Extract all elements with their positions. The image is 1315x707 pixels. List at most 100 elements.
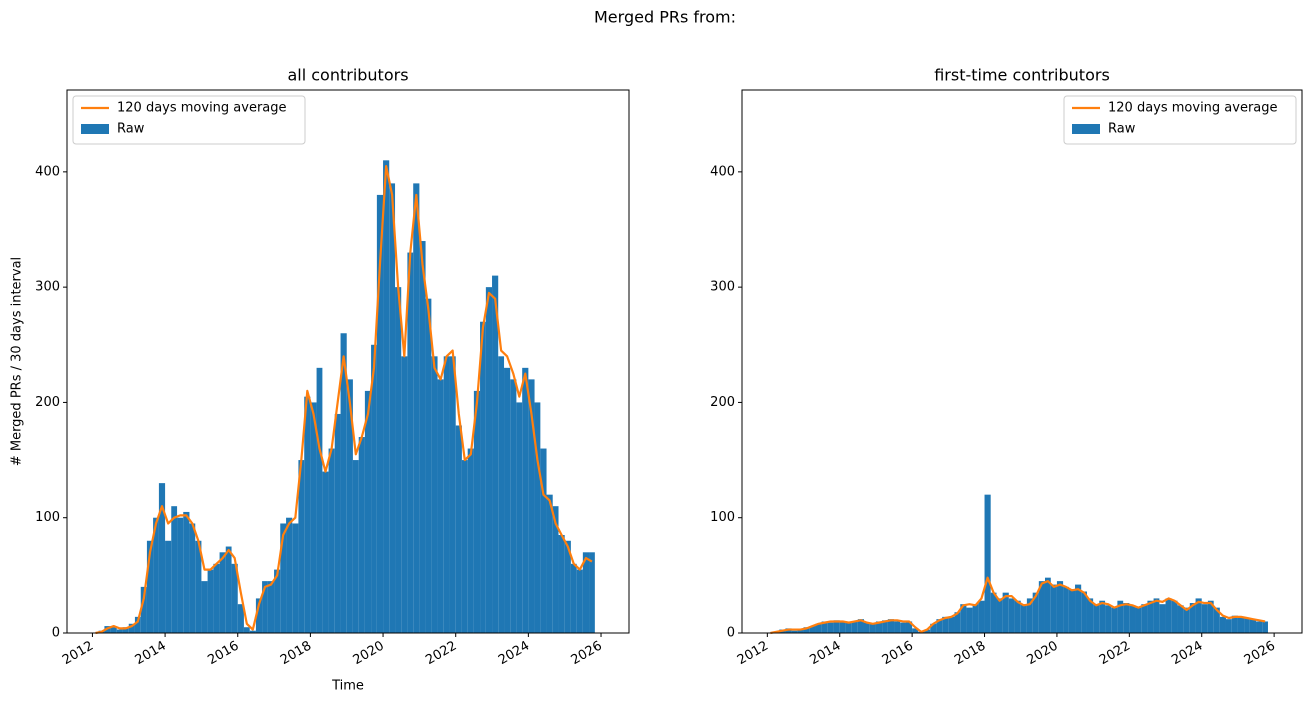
bar [310, 402, 317, 633]
bar [443, 356, 450, 633]
bar [882, 620, 888, 633]
bar [153, 517, 159, 633]
bar [146, 540, 154, 633]
bar [237, 604, 244, 633]
bar [498, 356, 505, 633]
bar [1153, 598, 1160, 633]
bar [857, 619, 864, 633]
bar [267, 581, 275, 633]
bar [791, 630, 798, 633]
bar [1256, 621, 1263, 633]
bar [1171, 600, 1178, 633]
bar [316, 367, 323, 633]
bar [140, 586, 147, 633]
bar [274, 569, 281, 633]
bar [134, 616, 141, 633]
bar [1099, 600, 1106, 633]
bar [851, 621, 858, 633]
bar [942, 616, 949, 633]
bar [340, 333, 347, 633]
bar [249, 630, 256, 633]
bar [516, 402, 523, 633]
bar [467, 448, 474, 633]
bar [352, 460, 359, 633]
bar [948, 616, 955, 633]
moving-average-line [95, 164, 593, 635]
bar [492, 275, 499, 633]
bar [936, 619, 943, 633]
bar [552, 506, 559, 633]
bar [280, 523, 287, 633]
legend: 120 days moving average Raw [72, 95, 306, 145]
bar [504, 367, 511, 633]
bar [225, 546, 232, 633]
bar [334, 413, 341, 633]
bar [827, 622, 834, 633]
bar [207, 569, 214, 633]
bar [1195, 598, 1202, 633]
bar [930, 623, 937, 633]
bar [1262, 621, 1268, 633]
bar [1165, 598, 1172, 633]
bar [839, 621, 846, 633]
bar [110, 627, 117, 633]
bar [863, 622, 870, 633]
legend-swatch [81, 124, 109, 134]
bar [1189, 603, 1196, 633]
legend-label: Raw [1108, 122, 1136, 137]
subplot-title: first-time contributors [934, 66, 1110, 85]
y-tick-label: 300 [35, 280, 60, 295]
y-axis-label: # Merged PRs / 30 days interval [10, 257, 25, 466]
legend-swatch [1072, 124, 1100, 134]
bar [869, 623, 876, 633]
y-tick-label: 100 [710, 510, 735, 525]
bar [1201, 604, 1208, 633]
legend-label: 120 days moving average [117, 101, 287, 116]
bar [546, 494, 553, 633]
bar [534, 402, 541, 633]
bar [364, 390, 372, 633]
bar [485, 287, 493, 633]
bar [243, 627, 250, 633]
bar [1044, 577, 1051, 633]
bar [1081, 591, 1087, 633]
bar [582, 552, 590, 633]
bar [128, 623, 135, 633]
bar [1117, 600, 1124, 633]
bar [815, 623, 822, 633]
bar [419, 241, 426, 633]
bar [480, 321, 486, 633]
bar [425, 298, 432, 633]
bar [1111, 607, 1118, 633]
bar [262, 581, 268, 633]
bar [540, 448, 547, 633]
legend: 120 days moving average Raw [1063, 95, 1297, 145]
axes-frame [66, 89, 630, 634]
bar [1129, 605, 1136, 633]
bar [528, 379, 535, 633]
axes-frame [741, 89, 1303, 634]
bar [1244, 618, 1250, 633]
bar [984, 494, 991, 633]
y-tick-label: 200 [710, 395, 735, 410]
bar [905, 621, 913, 633]
bar [1105, 605, 1112, 633]
bar [346, 379, 353, 633]
bar [407, 252, 414, 633]
bar [845, 622, 852, 633]
bar [821, 621, 828, 633]
bar [1147, 600, 1154, 633]
legend-box [1063, 95, 1297, 145]
y-tick-label: 400 [710, 164, 735, 179]
bar [1093, 604, 1100, 633]
bar [954, 612, 961, 633]
bar [1056, 581, 1064, 633]
bar [1002, 592, 1009, 633]
bar [510, 379, 517, 633]
bar [158, 483, 166, 633]
legend-label: Raw [117, 122, 145, 137]
bar [785, 628, 792, 633]
bar [473, 390, 481, 633]
bar [1207, 600, 1214, 633]
